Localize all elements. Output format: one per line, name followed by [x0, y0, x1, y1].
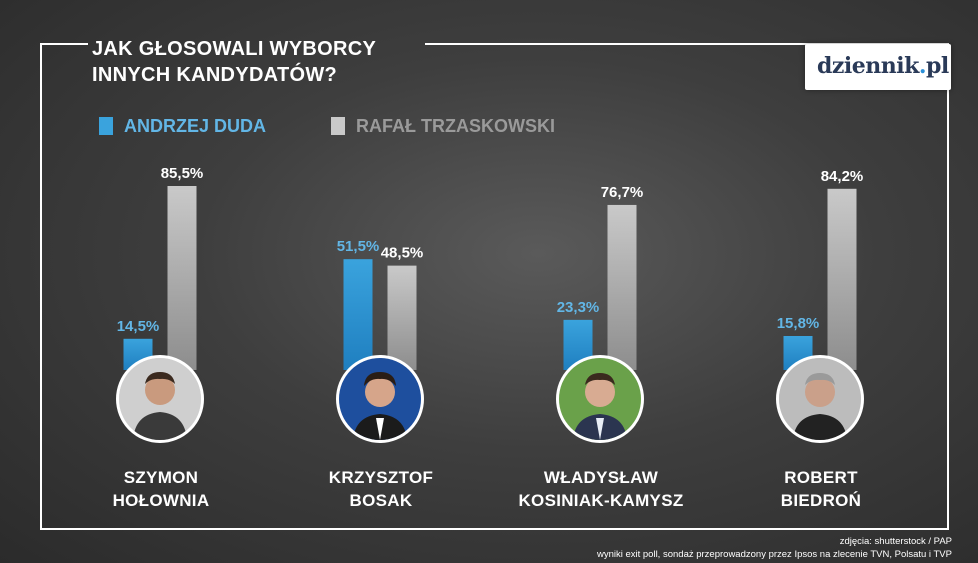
- bar-trzaskowski-3: [607, 204, 637, 370]
- data-label-duda-3: 23,3%: [557, 299, 600, 316]
- candidate-name-4: ROBERT BIEDROŃ: [731, 466, 911, 512]
- legend-label-duda: ANDRZEJ DUDA: [124, 116, 267, 136]
- avatar-silhouette: [339, 358, 421, 440]
- avatar-silhouette: [119, 358, 201, 440]
- bar-trzaskowski-2: [387, 265, 417, 370]
- data-label-trzaskowski-4: 84,2%: [821, 168, 864, 185]
- logo-dot: .: [918, 53, 927, 79]
- data-label-trzaskowski-2: 48,5%: [381, 245, 424, 262]
- candidate-last-name: KOSINIAK-KAMYSZ: [518, 491, 684, 510]
- footer-credits: zdjęcia: shutterstock / PAP wyniki exit …: [597, 535, 952, 561]
- candidate-first-name: KRZYSZTOF: [328, 468, 434, 487]
- dziennik-logo: dziennik.pl: [805, 44, 951, 90]
- data-label-trzaskowski-1: 85,5%: [161, 165, 204, 182]
- source-note: wyniki exit poll, sondaż przeprowadzony …: [596, 549, 952, 560]
- photo-credit: zdjęcia: shutterstock / PAP: [839, 536, 952, 547]
- bar-duda-2: [343, 259, 373, 370]
- person-photo-icon: [116, 355, 204, 443]
- candidate-last-name: BOSAK: [349, 491, 413, 510]
- legend-label-trzaskowski: RAFAŁ TRZASKOWSKI: [356, 116, 555, 136]
- data-label-duda-4: 15,8%: [777, 315, 820, 332]
- logo-text: dziennik.pl: [817, 53, 949, 79]
- candidate-first-name: WŁADYSŁAW: [543, 468, 659, 487]
- legend-swatch-trzaskowski: [331, 117, 345, 135]
- person-photo-icon: [776, 355, 864, 443]
- person-photo-icon: [556, 355, 644, 443]
- data-label-duda-1: 14,5%: [117, 318, 160, 335]
- bar-trzaskowski-4: [827, 188, 857, 370]
- candidate-last-name: HOŁOWNIA: [112, 491, 210, 510]
- candidate-name-2: KRZYSZTOF BOSAK: [291, 466, 471, 512]
- bar-trzaskowski-1: [167, 186, 197, 370]
- chart-title: JAK GŁOSOWALI WYBORCY INNYCH KANDYDATÓW?: [92, 36, 422, 88]
- candidate-last-name: BIEDROŃ: [780, 491, 862, 510]
- legend-swatch-duda: [99, 117, 113, 135]
- avatar-silhouette: [779, 358, 861, 440]
- data-label-duda-2: 51,5%: [337, 238, 380, 255]
- person-photo-icon: [336, 355, 424, 443]
- avatar-silhouette: [559, 358, 641, 440]
- chart-title-line-2: INNYCH KANDYDATÓW?: [92, 64, 338, 86]
- logo-suffix: pl: [926, 53, 949, 79]
- logo-main: dziennik: [817, 53, 919, 79]
- chart-title-line-1: JAK GŁOSOWALI WYBORCY: [92, 38, 377, 60]
- candidate-first-name: ROBERT: [784, 468, 858, 487]
- candidate-name-3: WŁADYSŁAW KOSINIAK-KAMYSZ: [501, 466, 701, 512]
- candidate-name-1: SZYMON HOŁOWNIA: [71, 466, 251, 512]
- candidate-first-name: SZYMON: [123, 468, 199, 487]
- data-label-trzaskowski-3: 76,7%: [601, 184, 644, 201]
